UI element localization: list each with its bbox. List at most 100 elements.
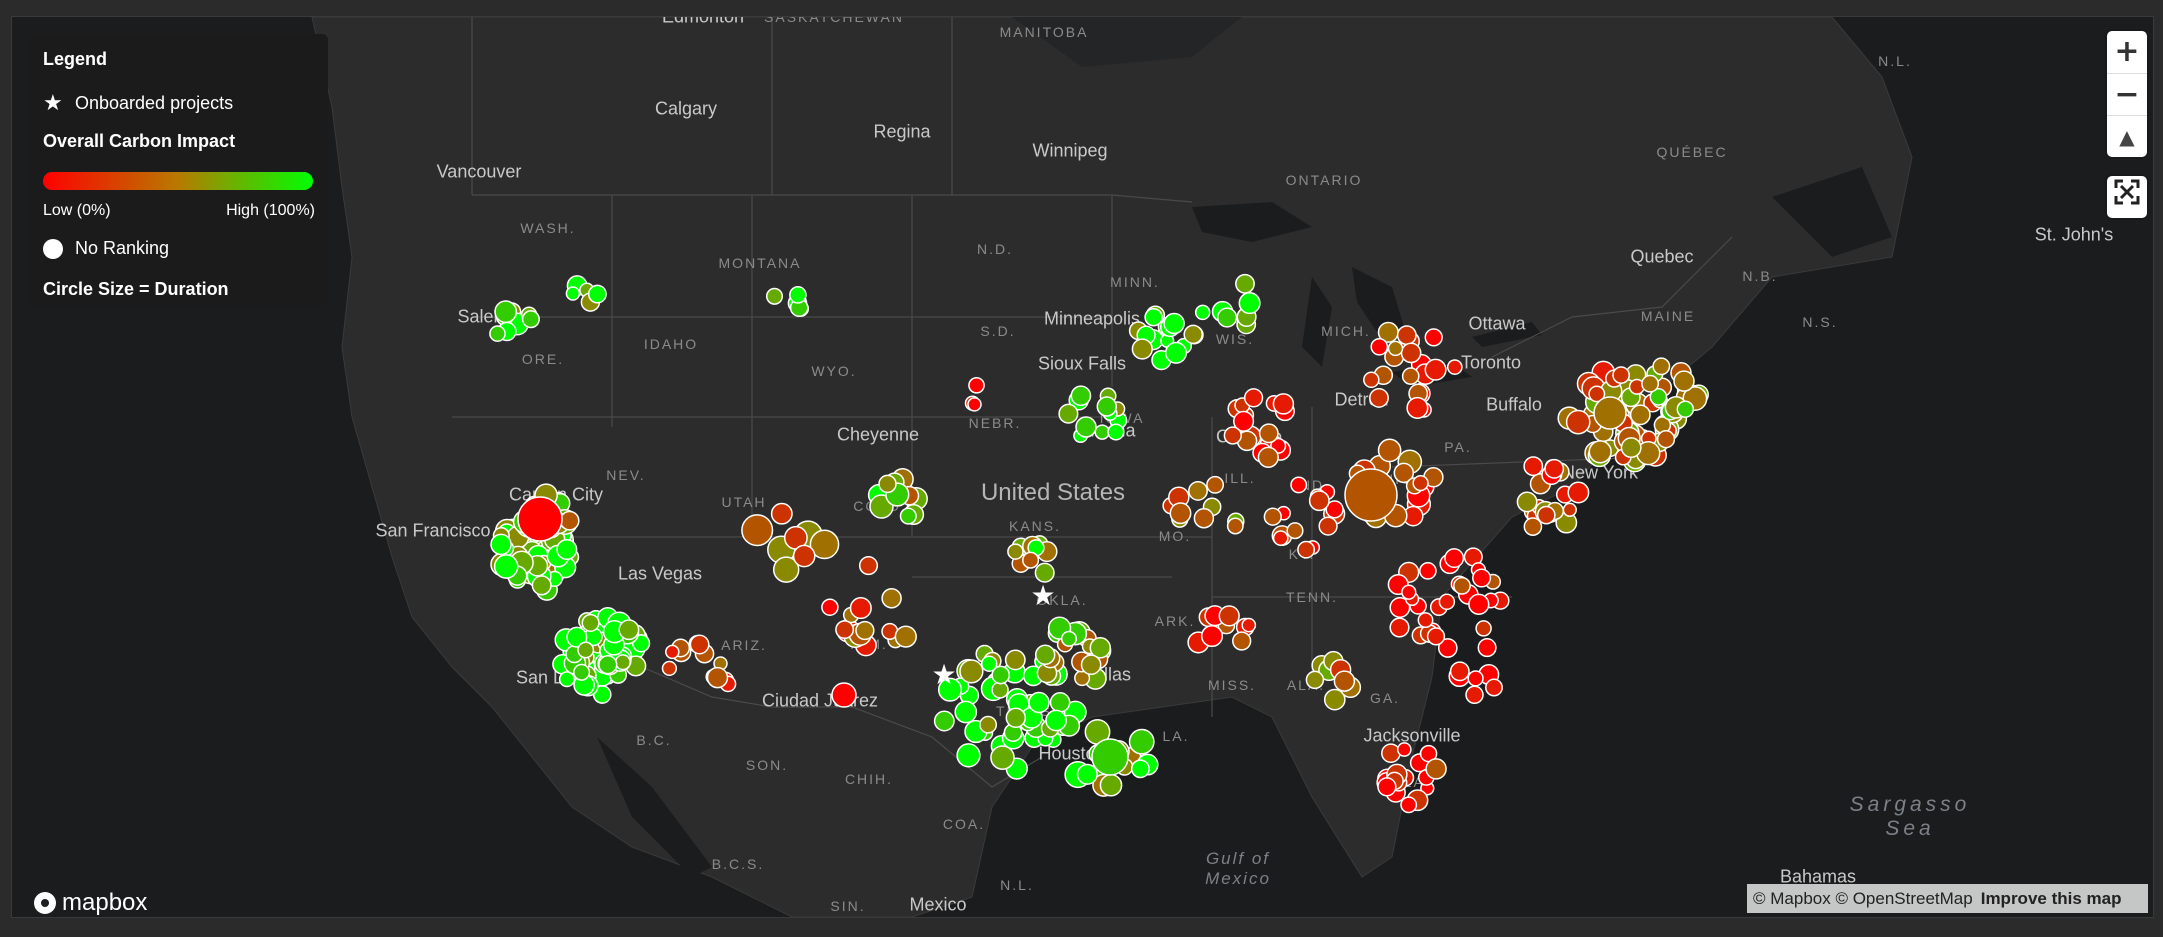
project-marker[interactable] <box>979 715 998 734</box>
map-canvas[interactable]: Edmonton Calgary Regina Winnipeg Vancouver Sa… <box>11 16 2154 918</box>
project-marker[interactable] <box>1393 462 1415 484</box>
project-marker[interactable] <box>1523 517 1543 536</box>
project-marker[interactable] <box>1424 328 1443 347</box>
project-marker[interactable] <box>1058 403 1079 424</box>
project-marker[interactable] <box>1290 476 1308 494</box>
project-marker[interactable] <box>1130 759 1150 779</box>
onboarded-project-star-icon[interactable]: ★ <box>1030 579 1055 612</box>
project-marker[interactable] <box>765 287 784 305</box>
project-marker[interactable] <box>494 300 518 324</box>
project-marker[interactable] <box>1049 692 1071 713</box>
project-marker[interactable] <box>1096 396 1118 417</box>
project-marker[interactable] <box>772 556 800 583</box>
project-marker[interactable] <box>1070 385 1092 407</box>
project-marker[interactable] <box>665 644 680 660</box>
project-marker[interactable] <box>1620 437 1642 459</box>
project-marker[interactable] <box>1453 576 1471 595</box>
project-marker[interactable] <box>1425 758 1447 780</box>
project-marker[interactable] <box>1232 631 1252 651</box>
project-marker[interactable] <box>1099 773 1123 797</box>
project-marker[interactable] <box>1629 404 1651 426</box>
project-marker[interactable] <box>1389 597 1411 618</box>
project-marker[interactable] <box>849 597 872 620</box>
project-marker[interactable] <box>1107 423 1125 441</box>
project-marker[interactable] <box>1128 728 1155 755</box>
project-marker[interactable] <box>878 474 897 494</box>
project-marker[interactable] <box>1400 796 1418 814</box>
project-marker[interactable] <box>1272 393 1295 415</box>
project-marker[interactable] <box>521 310 540 329</box>
project-marker[interactable] <box>789 286 807 304</box>
project-marker[interactable] <box>1226 517 1244 535</box>
project-marker[interactable] <box>894 625 917 648</box>
project-marker[interactable] <box>1286 522 1304 540</box>
project-marker[interactable] <box>1562 502 1577 517</box>
project-marker[interactable] <box>1305 670 1325 690</box>
project-marker[interactable] <box>1465 685 1484 705</box>
project-marker[interactable] <box>1401 584 1417 600</box>
project-marker[interactable] <box>1325 500 1344 519</box>
project-marker[interactable] <box>1437 638 1458 658</box>
project-marker[interactable] <box>1091 738 1129 776</box>
project-marker[interactable] <box>1400 342 1422 364</box>
project-marker[interactable] <box>1389 617 1410 638</box>
project-marker[interactable] <box>587 284 607 304</box>
project-marker[interactable] <box>1593 396 1627 430</box>
project-marker[interactable] <box>661 660 678 677</box>
project-marker[interactable] <box>855 620 875 641</box>
project-marker[interactable] <box>1238 292 1261 315</box>
project-marker[interactable] <box>1477 638 1497 658</box>
project-marker[interactable] <box>1028 691 1050 714</box>
project-marker[interactable] <box>1318 516 1338 536</box>
project-marker[interactable] <box>1444 548 1465 569</box>
project-marker[interactable] <box>489 325 506 342</box>
project-marker[interactable] <box>741 514 774 547</box>
project-marker[interactable] <box>792 544 816 568</box>
project-marker[interactable] <box>1163 312 1185 335</box>
project-marker[interactable] <box>1417 612 1434 629</box>
project-marker[interactable] <box>968 376 985 394</box>
attribution-text[interactable]: © Mapbox © OpenStreetMap <box>1753 888 1973 908</box>
project-marker[interactable] <box>1193 507 1215 529</box>
project-marker[interactable] <box>1007 543 1024 560</box>
project-marker[interactable] <box>1308 490 1330 512</box>
project-marker[interactable] <box>1164 341 1188 364</box>
project-marker[interactable] <box>517 496 563 542</box>
project-marker[interactable] <box>1241 617 1257 633</box>
project-marker[interactable] <box>1188 480 1208 501</box>
project-marker[interactable] <box>1034 562 1055 583</box>
improve-map-link[interactable]: Improve this map <box>1980 888 2122 908</box>
project-marker[interactable] <box>831 682 857 708</box>
project-marker[interactable] <box>1194 304 1211 321</box>
project-marker[interactable] <box>1076 763 1098 785</box>
project-marker[interactable] <box>1272 530 1289 546</box>
project-marker[interactable] <box>1183 324 1203 345</box>
project-marker[interactable] <box>1233 410 1255 432</box>
project-marker[interactable] <box>1131 338 1153 360</box>
project-marker[interactable] <box>1200 624 1224 648</box>
project-marker[interactable] <box>1588 385 1606 403</box>
zoom-in-button[interactable]: + <box>2107 31 2147 73</box>
onboarded-project-star-icon[interactable]: ★ <box>931 658 956 691</box>
project-marker[interactable] <box>956 743 981 768</box>
project-marker[interactable] <box>577 641 595 659</box>
project-marker[interactable] <box>821 598 839 616</box>
project-marker[interactable] <box>1438 593 1456 611</box>
project-marker[interactable] <box>1223 426 1242 445</box>
project-marker[interactable] <box>991 665 1011 685</box>
compass-button[interactable]: ▲ <box>2107 115 2147 157</box>
project-marker[interactable] <box>1424 358 1447 381</box>
project-marker[interactable] <box>618 619 640 641</box>
project-marker[interactable] <box>1243 388 1264 408</box>
project-marker[interactable] <box>1005 707 1027 729</box>
project-marker[interactable] <box>1080 654 1102 676</box>
project-marker[interactable] <box>1258 423 1279 444</box>
project-marker[interactable] <box>1075 416 1097 438</box>
project-marker[interactable] <box>1235 273 1255 294</box>
project-marker[interactable] <box>1387 340 1404 357</box>
project-marker[interactable] <box>566 626 588 648</box>
fullscreen-button[interactable] <box>2107 176 2147 218</box>
project-marker[interactable] <box>954 700 978 724</box>
project-marker[interactable] <box>1060 630 1078 647</box>
project-marker[interactable] <box>1449 661 1470 682</box>
